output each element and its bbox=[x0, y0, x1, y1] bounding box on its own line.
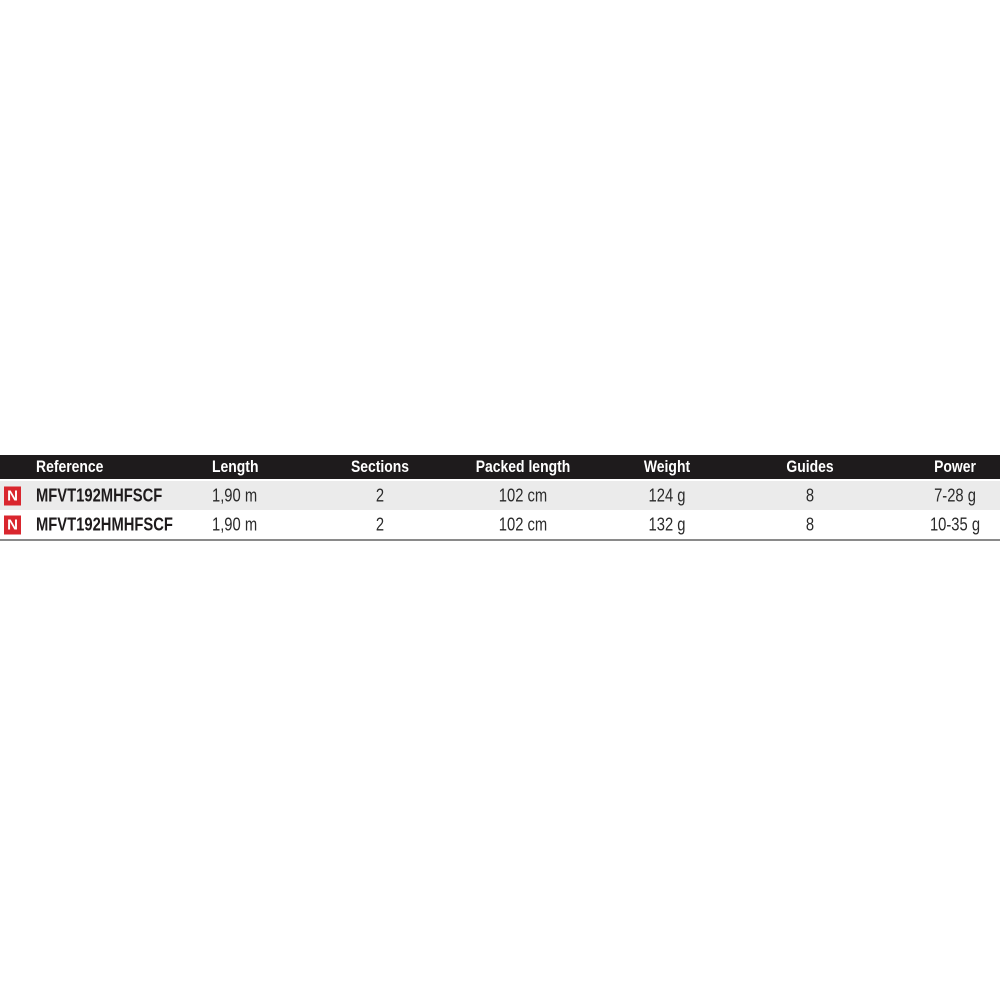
cell-reference: MFVT192HMHFSCF bbox=[36, 514, 173, 534]
cell-packed-length: 102 cm bbox=[498, 514, 548, 534]
header-weight: Weight bbox=[643, 457, 691, 476]
header-guides: Guides bbox=[786, 457, 834, 476]
cell-weight: 132 g bbox=[648, 514, 686, 534]
cell-guides: 8 bbox=[805, 514, 815, 534]
header-packed-length: Packed length bbox=[475, 457, 571, 476]
specs-table: Reference Length Sections Packed length … bbox=[0, 455, 1000, 541]
header-length: Length bbox=[212, 457, 259, 476]
header-reference: Reference bbox=[36, 457, 104, 476]
cell-sections: 2 bbox=[375, 485, 385, 505]
new-badge-icon: N bbox=[4, 515, 21, 534]
table-row: N MFVT192MHFSCF 1,90 m 2 102 cm 124 g 8 … bbox=[0, 481, 1000, 510]
cell-sections: 2 bbox=[375, 514, 385, 534]
cell-weight: 124 g bbox=[648, 485, 686, 505]
cell-length: 1,90 m bbox=[212, 485, 258, 505]
table-header: Reference Length Sections Packed length … bbox=[0, 455, 1000, 479]
header-power: Power bbox=[934, 457, 976, 476]
cell-power: 10-35 g bbox=[929, 514, 981, 534]
cell-packed-length: 102 cm bbox=[498, 485, 548, 505]
new-badge-icon: N bbox=[4, 486, 21, 505]
cell-length: 1,90 m bbox=[212, 514, 258, 534]
cell-guides: 8 bbox=[805, 485, 815, 505]
table-row: N MFVT192HMHFSCF 1,90 m 2 102 cm 132 g 8… bbox=[0, 510, 1000, 541]
cell-power: 7-28 g bbox=[934, 485, 976, 505]
header-sections: Sections bbox=[350, 457, 410, 476]
cell-reference: MFVT192MHFSCF bbox=[36, 485, 163, 505]
